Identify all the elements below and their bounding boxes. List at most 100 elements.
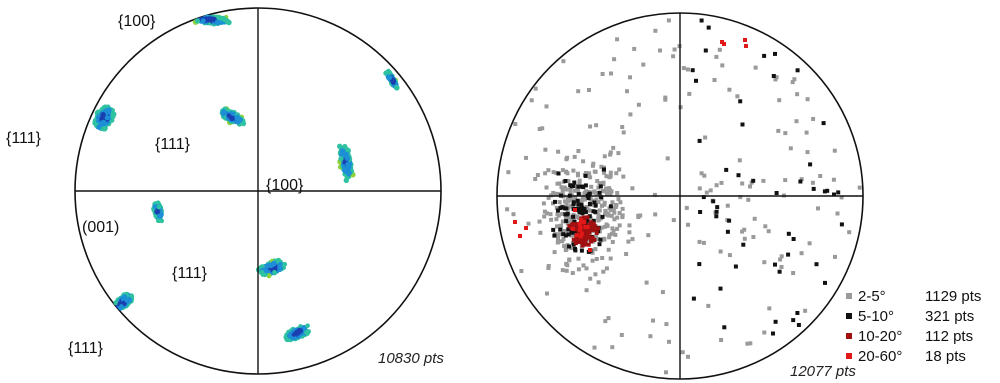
scatter-point [771, 74, 776, 78]
scatter-point [786, 231, 791, 236]
scatter-point [506, 170, 511, 175]
cluster-point [344, 155, 351, 162]
scatter-point [680, 350, 685, 355]
scatter-point [602, 167, 606, 172]
legend-swatch-10-20 [846, 333, 852, 339]
scatter-point [546, 266, 551, 270]
scatter-point [583, 210, 588, 215]
scatter-point [576, 89, 581, 94]
scatter-point [608, 256, 613, 261]
cluster-point [96, 124, 102, 130]
scatter-point [753, 65, 758, 70]
scatter-point [566, 196, 570, 201]
scatter-point [545, 291, 549, 296]
scatter-point [552, 233, 557, 238]
scatter-point [590, 190, 594, 195]
scatter-point [541, 201, 546, 206]
scatter-point [805, 150, 810, 155]
scatter-point [722, 325, 727, 330]
scatter-point [586, 242, 591, 247]
scatter-point [537, 127, 542, 131]
scatter-point [581, 220, 586, 224]
scatter-point [740, 229, 745, 234]
scatter-point [592, 345, 597, 350]
scatter-point [529, 98, 534, 103]
scatter-point [795, 311, 800, 315]
scatter-point [708, 188, 713, 193]
scatter-point [604, 266, 609, 271]
scatter-point [570, 271, 575, 275]
cluster-point [342, 143, 348, 150]
scatter-point [792, 77, 797, 82]
scatter-point [572, 219, 577, 224]
cluster-point [386, 75, 392, 81]
scatter-point [663, 95, 668, 100]
cluster-point [264, 268, 269, 274]
cluster-point [346, 171, 352, 177]
cluster-point [305, 323, 310, 329]
cluster-point [156, 218, 161, 224]
scatter-point [743, 38, 747, 42]
scatter-point [742, 236, 747, 241]
scatter-point [762, 260, 767, 265]
scatter-point [628, 75, 632, 80]
scatter-point [549, 217, 554, 222]
scatter-point [601, 269, 606, 274]
scatter-point [663, 97, 668, 102]
cluster-point [105, 107, 112, 114]
scatter-point [796, 323, 801, 327]
scatter-point [699, 18, 704, 23]
scatter-point [823, 280, 827, 285]
label-right-100: {100} [266, 177, 304, 194]
scatter-point [576, 149, 581, 153]
scatter-point [574, 239, 579, 243]
scatter-point [589, 184, 594, 189]
scatter-point [718, 249, 723, 254]
scatter-point [725, 229, 730, 234]
scatter-point [576, 173, 580, 178]
scatter-point [601, 182, 606, 187]
scatter-point [839, 195, 844, 200]
scatter-point [586, 196, 591, 201]
scatter-point [599, 195, 604, 200]
cluster-point [337, 143, 343, 149]
scatter-point [608, 170, 613, 175]
scatter-point [564, 202, 569, 207]
scatter-point [560, 168, 565, 173]
scatter-point [606, 316, 611, 321]
scatter-point [556, 149, 561, 154]
scatter-point [783, 178, 788, 183]
scatter-point [560, 239, 565, 244]
scatter-point [744, 44, 748, 48]
scatter-point [581, 185, 586, 190]
cluster-point [229, 115, 235, 122]
scatter-point [571, 214, 576, 219]
scatter-point [727, 87, 732, 92]
scatter-point [641, 62, 646, 67]
scatter-point [548, 212, 553, 217]
scatter-point [630, 186, 635, 191]
scatter-point [566, 232, 571, 237]
scatter-point [538, 230, 543, 235]
scatter-point [569, 184, 574, 189]
scatter-point [568, 188, 573, 192]
scatter-point [587, 202, 592, 206]
scatter-point [561, 229, 566, 233]
scatter-point [581, 229, 586, 234]
scatter-point [681, 66, 686, 71]
scatter-point [600, 214, 605, 219]
scatter-point [573, 188, 577, 193]
scatter-point [593, 209, 598, 214]
scatter-point [576, 256, 581, 261]
cluster-point [156, 213, 163, 219]
scatter-point [684, 205, 689, 210]
scatter-point [774, 75, 779, 80]
scatter-point [505, 207, 510, 212]
scatter-point [636, 215, 641, 220]
scatter-point [546, 195, 551, 200]
scatter-point [558, 206, 563, 211]
cluster-point [237, 117, 243, 123]
scatter-point [836, 190, 841, 195]
scatter-point [589, 239, 594, 244]
scatter-point [596, 213, 601, 218]
